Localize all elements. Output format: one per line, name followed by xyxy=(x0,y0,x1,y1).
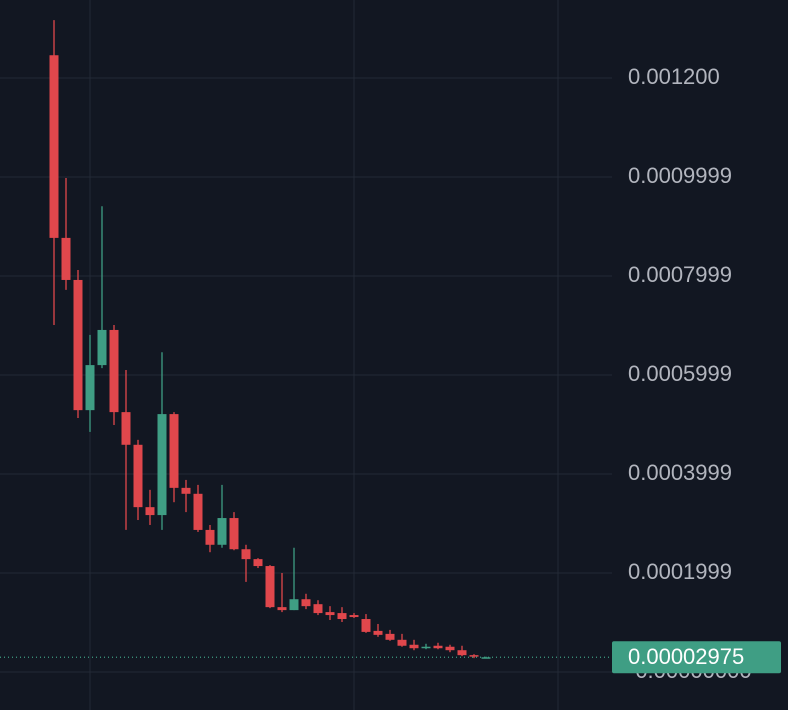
candle-body xyxy=(277,607,287,611)
candle-body xyxy=(169,414,179,488)
candle-body xyxy=(181,487,191,494)
candle-body xyxy=(133,444,143,508)
candle-body xyxy=(205,529,215,545)
candle-body xyxy=(325,612,335,616)
candle-body xyxy=(109,329,119,413)
candle-body xyxy=(253,559,263,567)
candle-body xyxy=(217,518,227,545)
candle-body xyxy=(241,549,251,560)
candle-body xyxy=(373,630,383,635)
candle-body xyxy=(193,493,203,530)
candle-body xyxy=(289,599,299,611)
candle-body xyxy=(421,646,431,649)
candle-body xyxy=(349,615,359,618)
y-tick-label: 0.0007999 xyxy=(628,262,732,287)
y-tick-label: 0.0003999 xyxy=(628,460,732,485)
candle-body xyxy=(397,639,407,646)
y-tick-label: 0.001200 xyxy=(628,64,720,89)
candle-body xyxy=(97,329,107,366)
candle-body xyxy=(481,657,491,659)
candle-body xyxy=(337,613,347,620)
candle-body xyxy=(457,650,467,656)
candle-body xyxy=(469,655,479,657)
candle-body xyxy=(361,619,371,632)
y-tick-label: 0.0009999 xyxy=(628,163,732,188)
last-price-box xyxy=(612,641,781,674)
candle-body xyxy=(433,645,443,649)
candle-body xyxy=(313,604,323,614)
candle-body xyxy=(229,518,239,550)
candle-body xyxy=(385,633,395,640)
candle-body xyxy=(445,646,455,651)
candle-body xyxy=(49,55,59,238)
candle-body xyxy=(265,566,275,608)
candle-body xyxy=(409,644,419,649)
candle-body xyxy=(145,507,155,516)
candle-body xyxy=(157,414,167,516)
candle-body xyxy=(61,237,71,280)
y-tick-label: 0.0005999 xyxy=(628,361,732,386)
candle-body xyxy=(73,279,83,411)
y-tick-label: 0.0001999 xyxy=(628,559,732,584)
candle-body xyxy=(121,412,131,445)
candle-body xyxy=(85,365,95,411)
candle-body xyxy=(301,599,311,607)
last-price-label: 0.00002975 xyxy=(628,644,744,669)
